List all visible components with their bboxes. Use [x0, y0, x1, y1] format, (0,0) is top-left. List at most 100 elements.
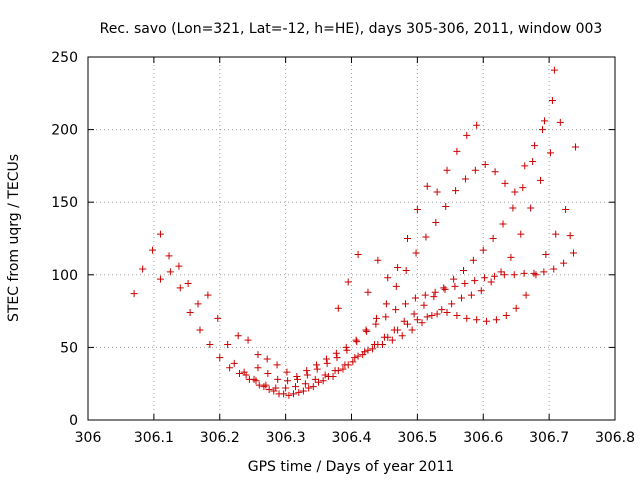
data-point — [292, 383, 300, 391]
data-point — [392, 282, 400, 290]
data-point — [423, 182, 431, 190]
data-point — [489, 235, 497, 242]
data-point — [491, 168, 499, 176]
data-point — [252, 377, 260, 385]
data-point — [274, 375, 282, 383]
data-point — [451, 282, 459, 290]
data-point — [471, 166, 479, 174]
data-point — [461, 175, 469, 183]
data-point — [431, 288, 439, 296]
data-point — [303, 367, 311, 375]
axis-ticks: 306 306.1 306.2 306.3 306.4 306.5 306.6 306.7 30… — [51, 50, 635, 446]
data-point — [481, 160, 489, 168]
data-point — [139, 265, 147, 273]
data-point — [166, 268, 174, 276]
data-point — [509, 204, 517, 212]
data-point — [378, 340, 386, 348]
data-point — [467, 291, 475, 299]
data-point — [421, 291, 429, 299]
data-point — [282, 384, 290, 392]
data-point — [412, 249, 420, 257]
data-point — [500, 271, 508, 279]
data-point — [507, 253, 515, 261]
data-point — [194, 300, 202, 308]
data-point — [156, 230, 164, 238]
data-point — [322, 355, 330, 363]
data-point — [236, 370, 244, 378]
data-point — [382, 313, 390, 321]
data-point — [423, 313, 431, 321]
data-point — [344, 278, 352, 286]
data-point — [303, 371, 311, 379]
data-point — [463, 314, 471, 322]
data-point — [384, 274, 392, 282]
data-point — [519, 184, 527, 192]
data-point — [263, 355, 271, 363]
data-point — [537, 176, 545, 184]
data-point — [262, 381, 270, 389]
data-points — [130, 66, 579, 399]
data-point — [373, 314, 381, 322]
data-point — [521, 162, 529, 170]
data-point — [443, 309, 451, 317]
data-point — [481, 274, 489, 282]
data-point — [499, 220, 507, 228]
data-point — [283, 368, 291, 376]
x-tick-label: 306.6 — [463, 430, 503, 446]
data-point — [422, 233, 430, 241]
data-point — [487, 278, 495, 286]
data-point — [517, 230, 525, 238]
data-point — [502, 311, 510, 319]
data-point — [501, 179, 509, 187]
data-point — [264, 370, 272, 378]
data-point — [433, 310, 441, 318]
y-axis-label: STEC from uqrg / TECUs — [6, 154, 22, 322]
data-point — [293, 372, 301, 380]
data-point — [408, 326, 416, 334]
data-point — [354, 352, 362, 360]
data-point — [216, 354, 224, 362]
x-tick-label: 306.3 — [266, 430, 306, 446]
data-point — [290, 390, 298, 398]
data-point — [453, 147, 461, 155]
data-point — [334, 304, 342, 312]
data-point — [441, 285, 449, 293]
data-point — [175, 262, 183, 270]
data-point — [527, 204, 535, 212]
data-point — [332, 349, 340, 357]
data-point — [471, 277, 479, 285]
data-point — [413, 316, 421, 324]
data-point — [539, 126, 547, 134]
data-point — [569, 249, 577, 257]
data-point — [196, 326, 204, 334]
data-point — [552, 230, 560, 238]
data-point — [351, 354, 359, 362]
data-point — [352, 336, 360, 344]
data-point — [206, 340, 214, 348]
data-point — [301, 380, 309, 388]
data-point — [403, 320, 411, 328]
data-point — [349, 358, 357, 366]
data-point — [413, 205, 421, 213]
data-point — [448, 300, 456, 308]
data-point — [293, 375, 301, 383]
data-point — [382, 300, 390, 308]
x-tick-label: 306.1 — [134, 430, 174, 446]
data-point — [186, 309, 194, 317]
y-tick-label: 0 — [69, 413, 78, 429]
data-point — [280, 390, 288, 398]
data-point — [244, 336, 252, 344]
data-point — [321, 371, 329, 379]
data-point — [254, 364, 262, 372]
data-point — [130, 290, 138, 298]
data-point — [311, 375, 319, 383]
data-point — [255, 381, 263, 389]
y-tick-label: 150 — [51, 195, 78, 211]
y-tick-label: 50 — [60, 340, 78, 356]
data-point — [285, 391, 293, 399]
data-point — [343, 346, 351, 354]
data-point — [372, 320, 380, 328]
data-point — [550, 66, 558, 74]
data-point — [433, 188, 441, 196]
